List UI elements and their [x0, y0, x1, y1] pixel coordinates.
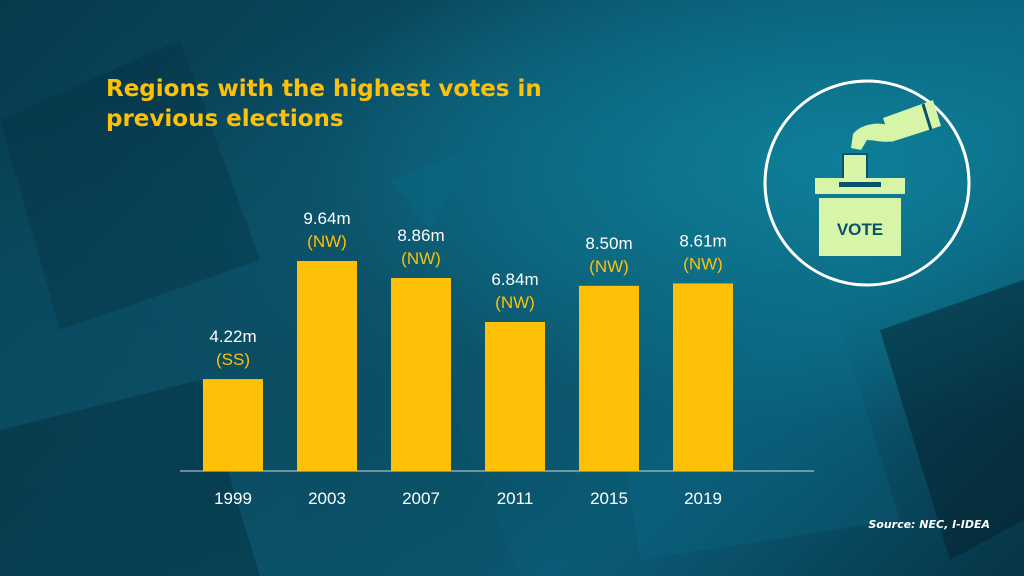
region-label-2015: (NW)	[589, 257, 629, 276]
x-tick-label-2015: 2015	[590, 489, 628, 508]
value-label-2015: 8.50m	[585, 234, 632, 253]
value-label-2003: 9.64m	[303, 209, 350, 228]
x-tick-label-2003: 2003	[308, 489, 346, 508]
chart-title: Regions with the highest votes in previo…	[106, 74, 626, 134]
bar-2007	[391, 277, 451, 471]
hand-shape	[851, 123, 895, 150]
bar-2015	[579, 285, 639, 471]
x-tick-label-2019: 2019	[684, 489, 722, 508]
region-label-2003: (NW)	[307, 232, 347, 251]
region-label-2007: (NW)	[401, 249, 441, 268]
box-body-shape	[819, 198, 901, 256]
source-note: Source: NEC, I-IDEA	[868, 518, 990, 531]
icon-ring	[763, 79, 971, 287]
value-label-2011: 6.84m	[491, 270, 538, 289]
bar-2003	[297, 261, 357, 471]
region-label-2019: (NW)	[683, 254, 723, 273]
bar-2011	[485, 321, 545, 471]
region-label-2011: (NW)	[495, 293, 535, 312]
region-label-1999: (SS)	[216, 350, 250, 369]
vote-label: VOTE	[837, 220, 883, 239]
x-tick-label-2011: 2011	[497, 489, 534, 508]
value-label-2019: 8.61m	[679, 231, 726, 250]
title-line-2: previous elections	[106, 106, 344, 132]
title-line-1: Regions with the highest votes in	[106, 76, 542, 102]
value-label-2007: 8.86m	[397, 226, 444, 245]
ballot-box-icon: VOTE	[763, 79, 971, 287]
value-label-1999: 4.22m	[209, 327, 256, 346]
bar-1999	[203, 379, 263, 471]
x-tick-label-2007: 2007	[402, 489, 440, 508]
x-tick-label-1999: 1999	[214, 489, 252, 508]
bar-2019	[673, 283, 733, 471]
